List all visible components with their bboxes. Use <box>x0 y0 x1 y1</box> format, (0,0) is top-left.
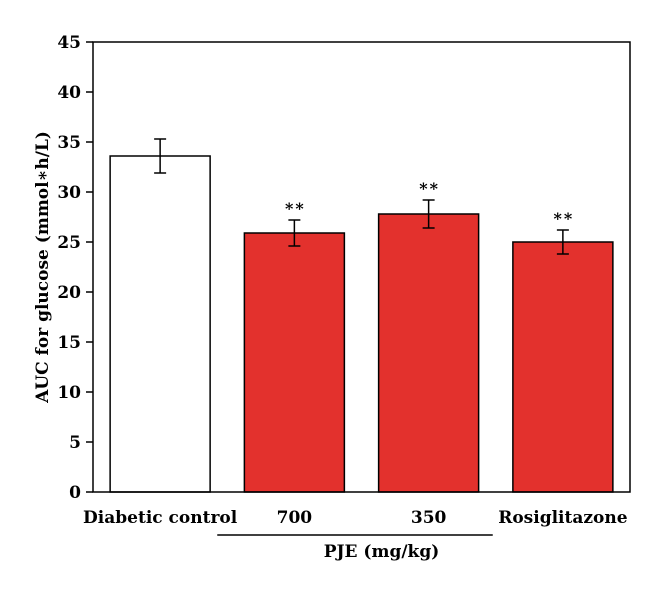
significance-marker: ** <box>285 199 306 218</box>
error-bars <box>154 138 569 255</box>
y-tick-label: 35 <box>57 133 81 153</box>
y-tick-label: 5 <box>69 433 81 453</box>
bar-rosiglitazone <box>512 241 614 493</box>
y-tick-label: 10 <box>57 383 81 403</box>
group-label: PJE (mg/kg) <box>324 542 440 562</box>
x-category-label: Rosiglitazone <box>498 508 628 528</box>
y-tick-label: 25 <box>57 233 81 253</box>
x-category-label: 350 <box>411 508 447 528</box>
plot-frame <box>92 41 631 493</box>
y-tick-label: 30 <box>57 183 81 203</box>
y-axis-title: AUC for glucose (mmol∗h/L) <box>33 131 53 404</box>
significance-marker: ** <box>554 209 575 228</box>
bar-350 <box>377 213 480 493</box>
y-tick-label: 40 <box>57 83 81 103</box>
bars <box>109 155 614 493</box>
y-tick-label: 15 <box>57 333 81 353</box>
y-tick-label: 20 <box>57 283 81 303</box>
bar-diabetic-control <box>109 155 211 493</box>
x-category-label: 700 <box>277 508 313 528</box>
y-tick-label: 0 <box>69 483 81 503</box>
significance-marker: ** <box>419 179 440 198</box>
y-axis-ticks: 0 5 10 15 20 25 30 35 40 45 <box>57 33 93 503</box>
bar-700 <box>243 232 346 493</box>
x-axis-categories: Diabetic control 700 350 Rosiglitazone <box>83 508 628 528</box>
significance-annotations: ** ** ** <box>285 179 575 228</box>
x-category-label: Diabetic control <box>83 508 238 528</box>
y-tick-label: 45 <box>57 33 81 53</box>
